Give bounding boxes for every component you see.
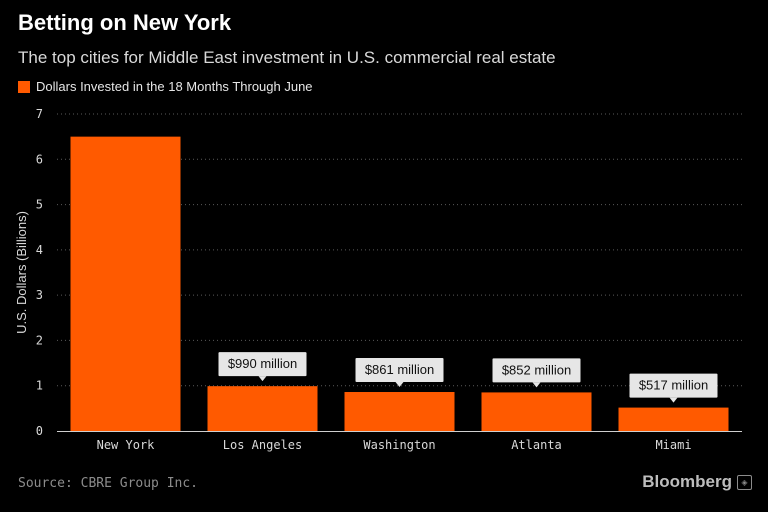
legend-label: Dollars Invested in the 18 Months Throug… xyxy=(36,79,313,94)
data-label: $990 million xyxy=(228,356,297,371)
bar xyxy=(618,407,729,431)
legend: Dollars Invested in the 18 Months Throug… xyxy=(18,79,313,94)
y-tick-label: 2 xyxy=(36,333,43,347)
x-tick-label: Washington xyxy=(363,438,435,452)
data-label-box xyxy=(492,358,581,383)
chart-title: Betting on New York xyxy=(18,10,232,35)
brand-name: Bloomberg xyxy=(642,472,732,491)
y-tick-label: 3 xyxy=(36,288,43,302)
x-tick-label: Atlanta xyxy=(511,438,562,452)
bar xyxy=(344,392,455,431)
bar xyxy=(207,386,318,431)
y-tick-label: 1 xyxy=(36,379,43,393)
data-label: $861 million xyxy=(365,362,434,377)
data-label-pointer xyxy=(395,382,404,388)
y-tick-label: 5 xyxy=(36,198,43,212)
data-label-pointer xyxy=(258,376,267,382)
data-label-pointer xyxy=(532,382,541,388)
bar xyxy=(70,136,181,431)
y-tick-label: 0 xyxy=(36,424,43,438)
chart-subtitle: The top cities for Middle East investmen… xyxy=(18,48,556,67)
data-label-pointer xyxy=(669,397,678,403)
bloomberg-terminal-icon: ◈ xyxy=(737,474,752,490)
data-label-box xyxy=(355,358,444,383)
data-label-box xyxy=(218,352,307,377)
x-tick-label: Los Angeles xyxy=(223,438,302,452)
brand-logo: Bloomberg ◈ xyxy=(642,472,752,492)
y-tick-label: 7 xyxy=(36,107,43,121)
data-label: $852 million xyxy=(502,362,571,377)
x-tick-label: New York xyxy=(97,438,156,452)
data-label-box xyxy=(629,373,718,398)
y-tick-label: 4 xyxy=(36,243,43,257)
bar xyxy=(481,392,592,431)
y-tick-label: 6 xyxy=(36,152,43,166)
y-axis-label: U.S. Dollars (Billions) xyxy=(14,211,29,334)
source-note: Source: CBRE Group Inc. xyxy=(18,476,199,491)
data-label: $517 million xyxy=(639,378,708,393)
legend-swatch xyxy=(18,80,30,93)
x-tick-label: Miami xyxy=(655,438,691,452)
